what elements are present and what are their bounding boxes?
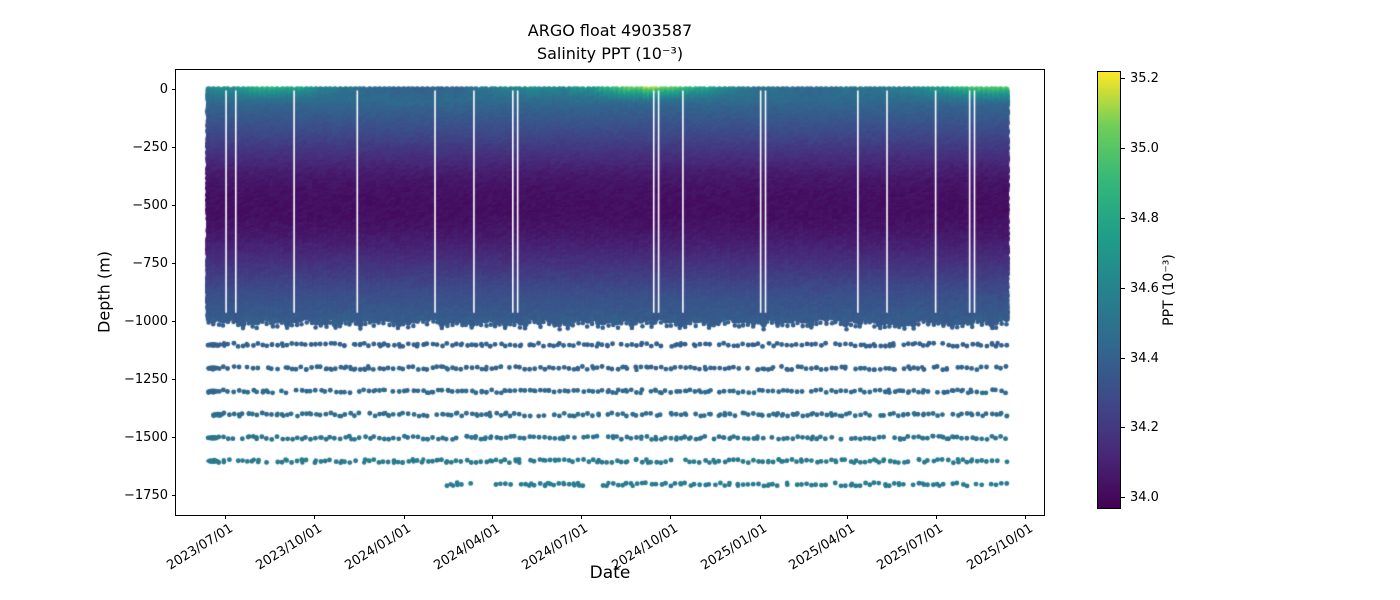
colorbar-tick-mark [1121, 497, 1125, 499]
y-tick-label: −1500 [124, 430, 168, 446]
chart-title: ARGO float 4903587 [527, 21, 693, 40]
y-tick-mark [172, 88, 176, 90]
x-tick-mark [403, 515, 405, 519]
colorbar [1097, 71, 1121, 509]
y-tick-mark [172, 262, 176, 264]
colorbar-tick-label: 35.0 [1130, 141, 1159, 157]
colorbar-tick-mark [1121, 78, 1125, 80]
y-tick-mark [172, 437, 176, 439]
colorbar-tick-label: 34.6 [1130, 280, 1159, 296]
colorbar-label: PPT (10⁻³) [1161, 254, 1177, 326]
x-axis-label: Date [589, 563, 631, 583]
y-tick-label: −750 [132, 255, 168, 271]
plot-canvas [176, 70, 1044, 515]
colorbar-tick-label: 34.4 [1130, 350, 1159, 366]
x-tick-mark [580, 515, 582, 519]
y-axis-label: Depth (m) [94, 251, 114, 333]
y-tick-mark [172, 321, 176, 323]
y-tick-label: 0 [159, 81, 168, 97]
y-tick-label: −250 [132, 139, 168, 155]
y-tick-label: −1250 [124, 372, 168, 388]
x-tick-mark [492, 515, 494, 519]
colorbar-tick-mark [1121, 357, 1125, 359]
y-tick-label: −1750 [124, 488, 168, 504]
colorbar-tick-label: 34.2 [1130, 420, 1159, 436]
colorbar-tick-mark [1121, 287, 1125, 289]
x-tick-mark [1025, 515, 1027, 519]
y-tick-mark [172, 495, 176, 497]
colorbar-tick-mark [1121, 427, 1125, 429]
chart-subtitle: Salinity PPT (10⁻³) [536, 44, 684, 63]
colorbar-tick-mark [1121, 217, 1125, 219]
x-tick-mark [935, 515, 937, 519]
y-tick-mark [172, 204, 176, 206]
x-tick-mark [314, 515, 316, 519]
colorbar-tick-label: 34.0 [1130, 490, 1159, 506]
colorbar-tick-label: 35.2 [1130, 71, 1159, 87]
y-tick-label: −1000 [124, 314, 168, 330]
y-tick-mark [172, 379, 176, 381]
colorbar-tick-label: 34.8 [1130, 210, 1159, 226]
x-tick-mark [759, 515, 761, 519]
y-tick-label: −500 [132, 197, 168, 213]
y-tick-mark [172, 146, 176, 148]
plot-frame [175, 69, 1045, 516]
x-tick-mark [225, 515, 227, 519]
x-tick-mark [847, 515, 849, 519]
x-tick-mark [670, 515, 672, 519]
colorbar-tick-mark [1121, 148, 1125, 150]
